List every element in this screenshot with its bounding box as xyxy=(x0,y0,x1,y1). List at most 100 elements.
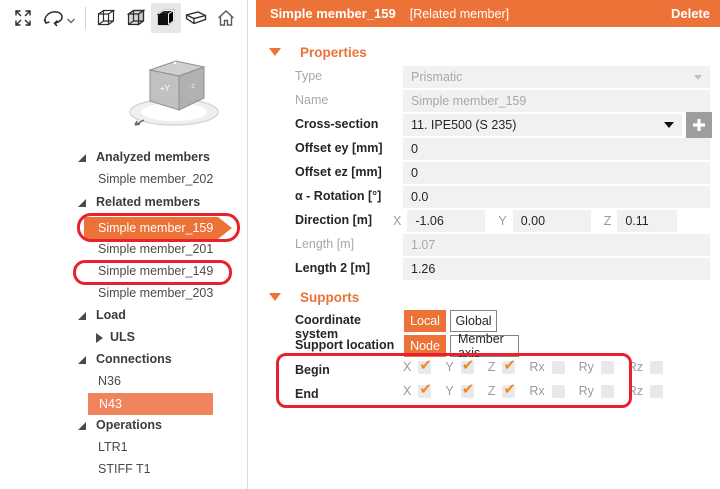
begin-y-checkbox[interactable] xyxy=(460,356,474,374)
panel-header: Simple member_159 [Related member] Delet… xyxy=(256,0,720,27)
begin-rx-checkbox[interactable] xyxy=(551,360,565,374)
section-collapse-icon[interactable] xyxy=(269,48,281,56)
tree-section-label: Analyzed members xyxy=(96,150,210,164)
field-label: Coordinate system xyxy=(295,313,361,341)
svg-text:·z: ·z xyxy=(189,83,195,90)
dof-label: Z xyxy=(487,360,496,374)
rotate-view-icon[interactable] xyxy=(38,3,68,33)
tree-item-n43[interactable]: N43 xyxy=(0,393,247,415)
field-label: Name xyxy=(295,93,329,107)
field-label: Offset ey [mm] xyxy=(295,141,383,155)
end-rz-checkbox[interactable] xyxy=(650,384,664,398)
tree-section-operations[interactable]: Operations xyxy=(0,415,247,437)
field-label: End xyxy=(295,387,319,401)
tree-item-simple-member-149[interactable]: Simple member_149 xyxy=(0,261,247,283)
properties-section-header[interactable]: Properties xyxy=(256,44,720,60)
tree-section-label: Related members xyxy=(96,195,201,209)
expanded-triangle-icon[interactable] xyxy=(78,154,86,162)
local-toggle-button[interactable]: Local xyxy=(404,310,446,332)
begin-rz-checkbox[interactable] xyxy=(650,360,664,374)
global-toggle-button[interactable]: Global xyxy=(450,310,497,332)
transparent-view-icon[interactable] xyxy=(121,3,151,33)
solid-view-icon[interactable] xyxy=(151,3,181,33)
direction-z-input[interactable]: 0.11 xyxy=(617,210,678,232)
member-type-badge: [Related member] xyxy=(409,6,510,21)
dof-label: Rx xyxy=(529,384,545,398)
begin-z-checkbox[interactable] xyxy=(502,356,516,374)
tree-item-label: Simple member_202 xyxy=(98,172,214,186)
cross-section-dropdown[interactable]: 11. IPE500 (S 235) xyxy=(403,114,682,136)
section-collapse-icon[interactable] xyxy=(269,293,281,301)
tree-section-analyzed-members[interactable]: Analyzed members xyxy=(0,147,247,169)
dropdown-arrow-icon[interactable] xyxy=(664,122,674,128)
panel-content: Properties Type Prismatic Name Simple me… xyxy=(256,27,720,408)
row-support-location: Support location Node Member axis xyxy=(256,332,720,360)
field-value: 0.11 xyxy=(625,214,649,228)
field-label: Support location xyxy=(295,338,395,352)
end-y-checkbox[interactable] xyxy=(460,380,474,398)
view-toolbar xyxy=(8,3,241,33)
field-label: Type xyxy=(295,69,323,83)
supports-section-header[interactable]: Supports xyxy=(256,289,720,305)
viewport-cube-graphic: +Y ·z xyxy=(118,48,230,138)
fit-view-icon[interactable] xyxy=(8,3,38,33)
node-toggle-button[interactable]: Node xyxy=(404,335,446,357)
field-label: Offset ez [mm] xyxy=(295,165,382,179)
tree-item-ltr1[interactable]: LTR1 xyxy=(0,437,247,459)
end-z-checkbox[interactable] xyxy=(502,380,516,398)
chevron-down-icon[interactable] xyxy=(66,17,76,25)
expanded-triangle-icon[interactable] xyxy=(78,199,86,207)
direction-y-input[interactable]: 0.00 xyxy=(512,210,591,232)
direction-x-input[interactable]: -1.06 xyxy=(407,210,486,232)
tree-item-n36[interactable]: N36 xyxy=(0,371,247,393)
field-value: -1.06 xyxy=(415,214,444,228)
tree-section-connections[interactable]: Connections xyxy=(0,349,247,371)
expanded-triangle-icon[interactable] xyxy=(78,356,86,364)
dof-label: Y xyxy=(445,384,454,398)
home-icon[interactable] xyxy=(211,3,241,33)
begin-x-checkbox[interactable] xyxy=(418,356,432,374)
member-axis-toggle-button[interactable]: Member axis xyxy=(450,332,519,360)
row-offset-ey: Offset ey [mm] 0 xyxy=(256,138,720,160)
offset-ez-input[interactable]: 0 xyxy=(403,162,710,184)
tree-item-label: Simple member_203 xyxy=(98,286,214,300)
field-value: 0 xyxy=(411,142,418,156)
row-end-supports: End X Y Z Rx Ry Rz xyxy=(256,380,720,406)
tree-item-simple-member-203[interactable]: Simple member_203 xyxy=(0,283,247,305)
field-label: α - Rotation [°] xyxy=(295,189,382,203)
axis-label-z: Z xyxy=(603,214,612,228)
tree-item-label: Simple member_149 xyxy=(98,264,214,278)
axis-label-y: Y xyxy=(498,214,507,228)
row-begin-supports: Begin X Y Z Rx Ry Rz xyxy=(256,356,720,382)
expanded-triangle-icon[interactable] xyxy=(78,312,86,320)
selected-item-banner[interactable]: Simple member_159 xyxy=(84,217,232,239)
tree-item-simple-member-159[interactable]: Simple member_159 xyxy=(0,217,247,239)
expanded-triangle-icon[interactable] xyxy=(78,422,86,430)
tree-item-stiff-t1[interactable]: STIFF T1 xyxy=(0,459,247,481)
dof-label: Ry xyxy=(578,360,594,374)
tree-section-load[interactable]: Load xyxy=(0,305,247,327)
panel-splitter[interactable] xyxy=(247,0,248,489)
rotation-input[interactable]: 0.0 xyxy=(403,186,710,208)
end-ry-checkbox[interactable] xyxy=(600,384,614,398)
tree-section-uls[interactable]: ULS xyxy=(0,327,247,349)
wireframe-view-icon[interactable] xyxy=(91,3,121,33)
section-view-icon[interactable] xyxy=(181,3,211,33)
tree-section-related-members[interactable]: Related members xyxy=(0,192,247,214)
offset-ey-input[interactable]: 0 xyxy=(403,138,710,160)
collapsed-triangle-icon[interactable] xyxy=(96,333,103,343)
tree-item-simple-member-202[interactable]: Simple member_202 xyxy=(0,169,247,191)
row-type: Type Prismatic xyxy=(256,66,720,88)
tree-item-label: Simple member_159 xyxy=(98,221,214,235)
add-cross-section-button[interactable] xyxy=(686,112,712,138)
end-x-checkbox[interactable] xyxy=(418,380,432,398)
end-rx-checkbox[interactable] xyxy=(551,384,565,398)
highlighted-item-banner[interactable]: N43 xyxy=(88,393,213,415)
begin-ry-checkbox[interactable] xyxy=(600,360,614,374)
length-2-input[interactable]: 1.26 xyxy=(403,258,710,280)
name-field: Simple member_159 xyxy=(403,90,710,112)
tree-item-simple-member-201[interactable]: Simple member_201 xyxy=(0,239,247,261)
delete-button[interactable]: Delete xyxy=(670,6,710,21)
toolbar-separator xyxy=(85,7,86,29)
